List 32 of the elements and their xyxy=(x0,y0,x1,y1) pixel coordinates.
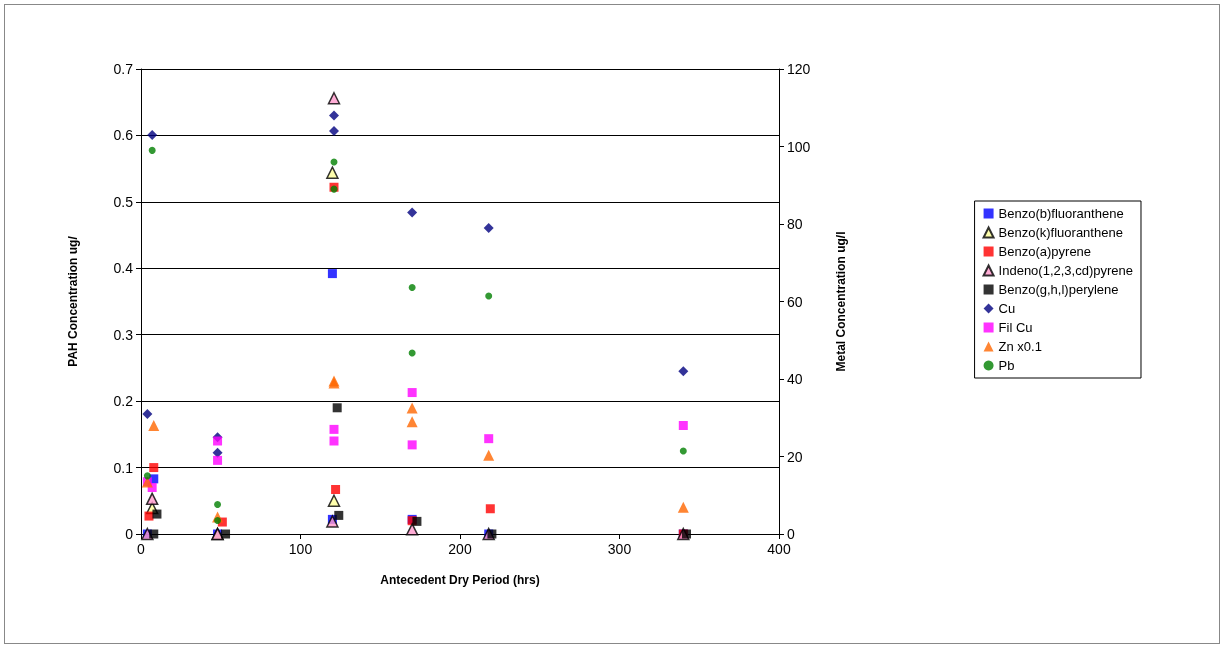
y2-tick-label: 80 xyxy=(787,216,803,232)
y-tick-label: 0.3 xyxy=(113,326,134,343)
legend-label: Cu xyxy=(998,301,1016,316)
x-tick-label: 100 xyxy=(288,541,313,557)
x-tick-label: 300 xyxy=(607,541,632,557)
y-tick-label: 0.7 xyxy=(113,61,134,77)
legend-label: Indeno(1,2,3,cd)pyrene xyxy=(998,263,1134,278)
legend-label: Pb xyxy=(998,358,1015,373)
y2-tick-label: 100 xyxy=(787,138,811,155)
y-tick-label: 0.1 xyxy=(113,459,134,476)
y-tick-label: 0.2 xyxy=(113,393,134,410)
legend-label: Benzo(g,h,l)perylene xyxy=(998,282,1119,297)
y-tick-label: 0.5 xyxy=(113,193,134,210)
legend-label: Benzo(b)fluoranthene xyxy=(998,206,1124,221)
legend-label: Zn x0.1 xyxy=(998,339,1042,354)
x-axis-title: Antecedent Dry Period (hrs) xyxy=(380,573,540,587)
x-tick-label: 400 xyxy=(767,541,791,557)
y-tick-label: 0.4 xyxy=(113,260,134,277)
y-axis-title: PAH Concentration ug/ xyxy=(66,235,80,367)
y2-tick-label: 0 xyxy=(787,526,795,542)
legend-label: Fil Cu xyxy=(998,320,1033,335)
y-tick-label: 0.6 xyxy=(113,127,134,144)
x-tick-label: 200 xyxy=(448,541,472,557)
y2-tick-label: 60 xyxy=(787,293,803,310)
legend-label: Benzo(k)fluoranthene xyxy=(998,225,1123,240)
y2-axis-title: Metal Concentration ug/l xyxy=(834,231,848,372)
y2-tick-label: 20 xyxy=(787,448,803,465)
x-tick-label: 0 xyxy=(137,541,146,557)
y2-tick-label: 40 xyxy=(787,371,803,387)
y2-tick-label: 120 xyxy=(787,61,811,77)
y-tick-label: 0 xyxy=(125,526,134,542)
legend-label: Benzo(a)pyrene xyxy=(998,244,1092,259)
